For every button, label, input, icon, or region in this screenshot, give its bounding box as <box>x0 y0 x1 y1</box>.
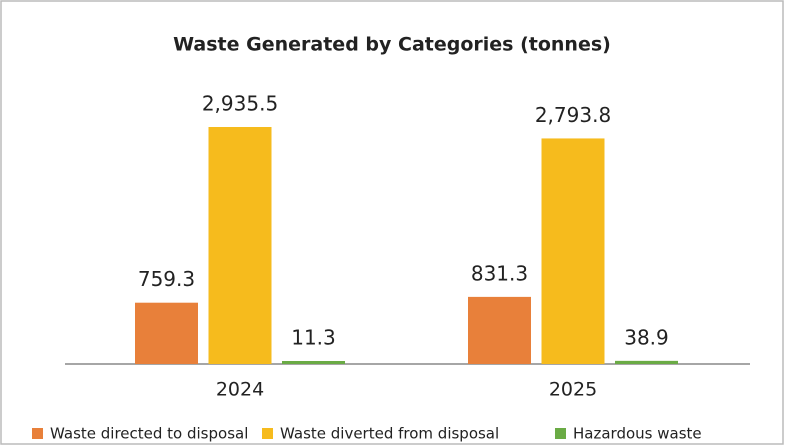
bar <box>468 296 531 364</box>
data-label: 2,793.8 <box>535 103 611 127</box>
data-label: 11.3 <box>291 326 336 350</box>
bar <box>208 127 272 364</box>
bar <box>282 361 345 364</box>
data-label: 38.9 <box>624 325 669 349</box>
chart-title: Waste Generated by Categories (tonnes) <box>173 34 611 56</box>
data-label: 759.3 <box>138 267 195 291</box>
data-label: 2,935.5 <box>202 92 278 116</box>
bar <box>135 302 198 364</box>
bar <box>615 360 678 364</box>
legend-swatch <box>262 428 273 439</box>
legend-label: Waste diverted from disposal <box>280 425 499 443</box>
legend-label: Hazardous waste <box>573 425 702 443</box>
legend-label: Waste directed to disposal <box>50 425 248 443</box>
legend-swatch <box>32 428 43 439</box>
legend-swatch <box>555 428 566 439</box>
x-tick-label: 2024 <box>216 379 264 401</box>
x-tick-label: 2025 <box>549 379 597 401</box>
bar <box>541 138 605 364</box>
data-label: 831.3 <box>471 261 528 285</box>
